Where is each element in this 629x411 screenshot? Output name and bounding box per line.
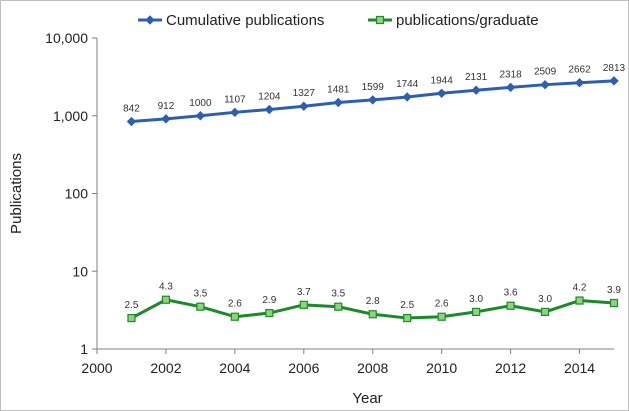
data-label: 4.2: [573, 283, 587, 294]
data-point: [368, 310, 377, 319]
tick-labels: 1 10 100 1,000 10,000 2000 2002 2004 2006 2008 201…: [45, 30, 595, 376]
data-label: 2.6: [435, 299, 449, 310]
data-label: 2509: [534, 67, 557, 78]
data-label: 1944: [431, 75, 454, 86]
x-tick-label: 2006: [288, 360, 319, 376]
legend-label: Cumulative publications: [166, 12, 324, 29]
data-label: 3.7: [297, 287, 311, 298]
data-label: 1744: [396, 79, 419, 90]
data-point: [505, 82, 516, 93]
legend-item-cumulative-publications: Cumulative publications: [138, 12, 324, 29]
data-point: [540, 79, 550, 90]
data-label: 2.8: [366, 296, 380, 307]
data-label: 3.5: [193, 289, 207, 300]
data-point: [574, 77, 585, 88]
data-point: [375, 15, 385, 25]
data-label: 1204: [258, 91, 281, 102]
data-point: [540, 307, 550, 317]
data-point: [506, 301, 515, 310]
data-point: [471, 85, 481, 95]
x-tick-label: 2000: [81, 360, 112, 376]
data-label: 912: [158, 101, 175, 112]
data-point: [127, 313, 136, 323]
data-label: 2.6: [228, 299, 242, 310]
x-tick-label: 2004: [219, 360, 250, 376]
legend-item-publications-per-graduate: publications/graduate: [368, 12, 539, 29]
data-point: [402, 92, 412, 102]
data-label: 3.5: [331, 289, 345, 300]
data-point: [161, 114, 171, 124]
data-label: 3.9: [607, 285, 621, 296]
data-label: 2.5: [400, 300, 414, 311]
data-point: [472, 307, 481, 317]
series-publications-per-graduate: 2.5 4.3 3.5 2.6 2.9 3.7 3.5 2.8 2.5 2.6 3.0 3.6 3.0 4…: [125, 282, 621, 323]
data-label: 1481: [327, 84, 350, 95]
data-label: 1327: [293, 88, 316, 99]
data-point: [161, 295, 171, 304]
series-layer: 842 912 1000 1107 1204 1327 1481 1599 1744 1944 21…: [123, 63, 626, 323]
data-point: [609, 76, 619, 86]
legend: Cumulative publications publications/grad…: [138, 12, 539, 29]
x-tick-label: 2014: [564, 360, 595, 376]
data-point: [575, 296, 584, 305]
data-point: [368, 95, 378, 105]
y-axis-title: Publications: [8, 153, 25, 234]
data-label: 2131: [465, 72, 488, 83]
data-label: 1107: [224, 94, 246, 105]
data-point: [609, 298, 619, 308]
y-tick-label: 100: [65, 186, 89, 202]
data-point: [126, 116, 137, 127]
data-label: 2813: [603, 63, 626, 74]
data-point: [436, 88, 447, 99]
data-label: 2.5: [125, 300, 139, 311]
y-tick-label: 10: [72, 263, 88, 279]
data-point: [264, 104, 275, 115]
data-label: 2.9: [262, 295, 276, 306]
data-label: 842: [123, 104, 140, 115]
data-label: 3.0: [538, 294, 552, 305]
data-point: [230, 107, 240, 118]
data-label: 3.0: [469, 294, 483, 305]
y-tick-label: 10,000: [45, 30, 88, 46]
data-point: [437, 312, 446, 321]
data-point: [265, 308, 274, 318]
series-cumulative-publications: 842 912 1000 1107 1204 1327 1481 1599 1744 1944 21…: [123, 63, 626, 127]
data-label: 4.3: [159, 282, 173, 293]
data-point: [299, 300, 308, 309]
y-tick-label: 1: [80, 341, 88, 357]
data-point: [334, 302, 343, 311]
data-label: 1599: [362, 82, 385, 93]
data-point: [195, 111, 206, 121]
data-point: [403, 313, 412, 323]
data-point: [196, 302, 205, 311]
legend-label: publications/graduate: [396, 12, 539, 29]
data-point: [145, 15, 155, 25]
x-tick-label: 2012: [495, 360, 526, 376]
data-point: [230, 312, 239, 321]
y-tick-label: 1,000: [53, 108, 88, 124]
axes: [92, 37, 614, 354]
data-label: 2318: [499, 69, 522, 80]
x-tick-label: 2008: [357, 360, 388, 376]
data-label: 3.6: [504, 288, 518, 299]
data-label: 1000: [189, 98, 212, 109]
data-point: [333, 97, 343, 108]
data-point: [299, 101, 309, 111]
x-axis-title: Year: [352, 390, 382, 407]
data-label: 2662: [568, 65, 591, 76]
x-tick-label: 2002: [150, 360, 181, 376]
x-tick-label: 2010: [426, 360, 457, 376]
